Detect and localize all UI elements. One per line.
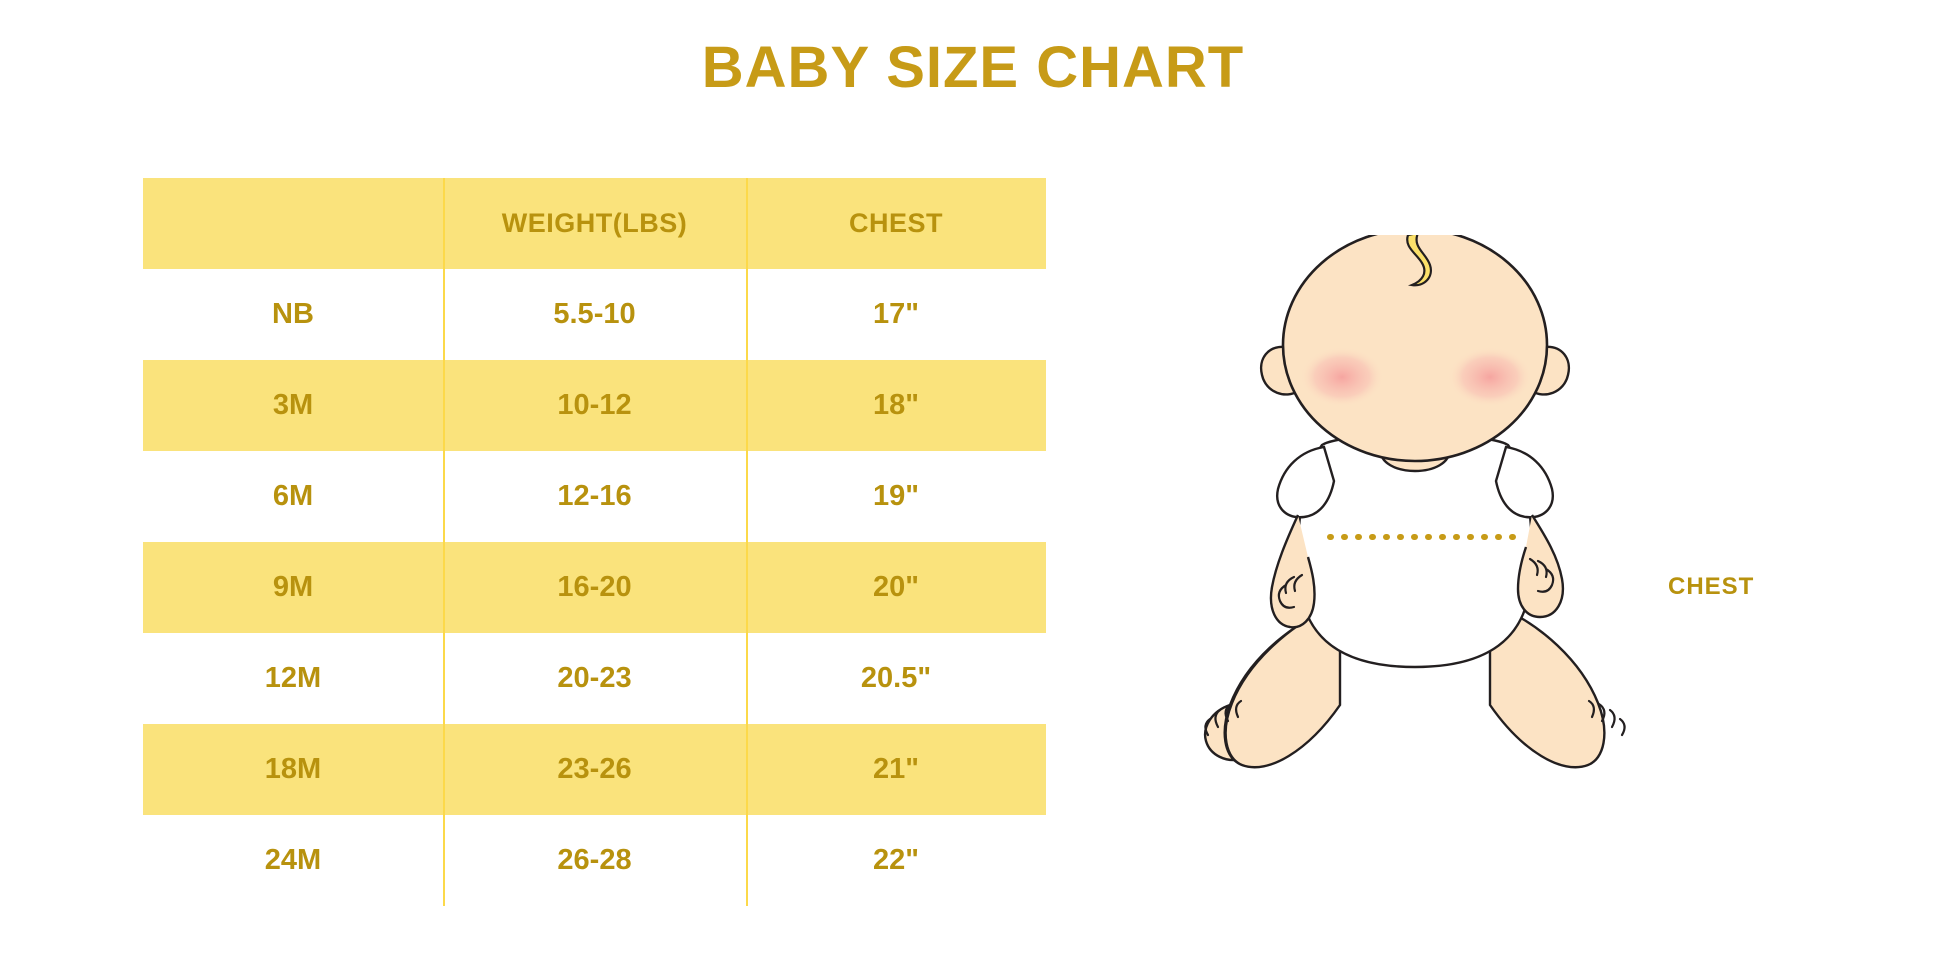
baby-onesie	[1276, 433, 1554, 669]
baby-cheek-left	[1300, 347, 1384, 407]
cell-size: 12M	[264, 662, 322, 694]
baby-size-table: WEIGHT(LBS) CHEST NB 5.5-10 17" 3M 10-12…	[143, 178, 1046, 906]
table-row: 6M 12-16 19"	[143, 451, 1046, 542]
cell-size: NB	[272, 298, 314, 330]
column-header-size	[143, 178, 443, 269]
cell-size: 3M	[272, 389, 314, 421]
baby-illustration	[1190, 227, 1690, 795]
table-row: 9M 16-20 20"	[143, 542, 1046, 633]
cell-weight: 5.5-10	[443, 269, 746, 360]
baby-legs	[1203, 601, 1626, 769]
cell-weight: 20-23	[443, 633, 746, 724]
cell-size: 6M	[272, 480, 314, 512]
column-header-weight: WEIGHT(LBS)	[443, 178, 746, 269]
chest-label: CHEST	[1668, 573, 1755, 600]
cell-chest: 20"	[746, 542, 1046, 633]
cell-size: 24M	[264, 844, 322, 876]
table-row: 12M 20-23 20.5"	[143, 633, 1046, 724]
cell-chest: 22"	[746, 815, 1046, 906]
table-row: 24M 26-28 22"	[143, 815, 1046, 906]
table-row: 18M 23-26 21"	[143, 724, 1046, 815]
cell-chest: 17"	[746, 269, 1046, 360]
cell-chest: 20.5"	[746, 633, 1046, 724]
cell-weight: 12-16	[443, 451, 746, 542]
table-header-row: WEIGHT(LBS) CHEST	[143, 178, 1046, 269]
baby-hair-curl	[1406, 231, 1432, 287]
cell-weight: 26-28	[443, 815, 746, 906]
cell-weight: 10-12	[443, 360, 746, 451]
baby-head	[1281, 227, 1549, 463]
cell-chest: 18"	[746, 360, 1046, 451]
baby-cheek-right	[1448, 347, 1532, 407]
cell-chest: 21"	[746, 724, 1046, 815]
cell-size: 9M	[272, 571, 314, 603]
table-row: NB 5.5-10 17"	[143, 269, 1046, 360]
cell-weight: 23-26	[443, 724, 746, 815]
table-header: WEIGHT(LBS) CHEST	[143, 178, 1046, 269]
page-title: BABY SIZE CHART	[701, 35, 1245, 100]
cell-size: 18M	[264, 753, 322, 785]
baby-arms	[1269, 514, 1565, 629]
column-header-chest: CHEST	[746, 178, 1046, 269]
table-body: NB 5.5-10 17" 3M 10-12 18" 6M 12-16 19" …	[143, 269, 1046, 906]
cell-chest: 19"	[746, 451, 1046, 542]
cell-weight: 16-20	[443, 542, 746, 633]
table-row: 3M 10-12 18"	[143, 360, 1046, 451]
